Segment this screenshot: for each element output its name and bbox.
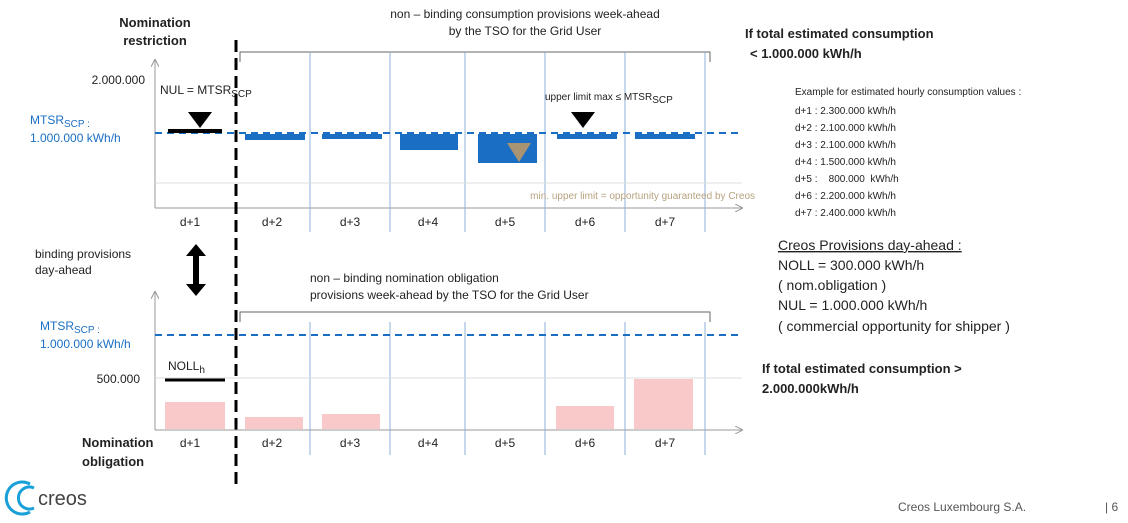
label: d+5 bbox=[495, 215, 516, 229]
middle-label: binding provisions bbox=[35, 247, 131, 261]
shape bbox=[634, 379, 693, 429]
label: NOLL bbox=[168, 359, 200, 373]
label: d+6 : 2.200.000 kWh/h bbox=[795, 191, 896, 202]
heading: 2.000.000kWh/h bbox=[762, 381, 859, 396]
label: SCP : bbox=[64, 119, 90, 130]
label: d+7 bbox=[655, 215, 676, 229]
provision: ( nom.obligation ) bbox=[778, 277, 886, 293]
provisions-title: Creos Provisions day-ahead : bbox=[778, 237, 962, 253]
column-lines bbox=[309, 52, 706, 232]
bottom-chart: non – binding nomination obligation prov… bbox=[40, 271, 742, 469]
mtsr-label: MTSRSCP : bbox=[40, 319, 100, 336]
label: d+4 bbox=[418, 215, 439, 229]
label: d+3 : 2.100.000 kWh/h bbox=[795, 140, 896, 151]
column-lines bbox=[309, 322, 706, 455]
label: d+1 bbox=[180, 215, 201, 229]
label: d+6 bbox=[575, 436, 596, 450]
triangle bbox=[188, 112, 212, 128]
days: d+1 d+2 d+3 d+4 d+5 d+6 d+7 bbox=[180, 436, 676, 450]
heading: If total estimated consumption > bbox=[762, 361, 962, 376]
bracket-label: non – binding consumption provisions wee… bbox=[390, 7, 660, 21]
label: d+7 bbox=[655, 436, 676, 450]
bracket bbox=[239, 311, 711, 322]
provision: NOLL = 300.000 kWh/h bbox=[778, 257, 924, 273]
days: d+1 d+2 d+3 d+4 d+5 d+6 d+7 bbox=[180, 215, 676, 229]
shape bbox=[400, 134, 458, 150]
y-tick: 500.000 bbox=[97, 372, 141, 386]
label: d+1 bbox=[180, 436, 201, 450]
top-chart: Nomination restriction non – binding con… bbox=[30, 7, 755, 232]
shape bbox=[556, 406, 614, 429]
label: d+1 : 2.300.000 kWh/h bbox=[795, 106, 896, 117]
provision: NUL = 1.000.000 kWh/h bbox=[778, 297, 927, 313]
label: MTSR bbox=[30, 113, 64, 127]
label: d+2 bbox=[262, 436, 283, 450]
middle-label: day-ahead bbox=[35, 263, 92, 277]
label: d+3 bbox=[340, 215, 361, 229]
provision: ( commercial opportunity for shipper ) bbox=[778, 318, 1010, 334]
label: d+4 bbox=[418, 436, 439, 450]
title: Nomination bbox=[82, 435, 154, 450]
noll-label: NOLLh bbox=[168, 359, 205, 376]
bracket-label: provisions week-ahead by the TSO for the… bbox=[310, 288, 589, 302]
heading: < 1.000.000 kWh/h bbox=[750, 46, 862, 61]
bracket bbox=[239, 51, 711, 62]
label: d+3 bbox=[340, 436, 361, 450]
triangle bbox=[571, 112, 595, 128]
label: d+2 : 2.100.000 kWh/h bbox=[795, 123, 896, 134]
label: SCP bbox=[231, 89, 252, 100]
shape bbox=[557, 134, 617, 139]
label: NUL = MTSR bbox=[160, 83, 232, 97]
title: restriction bbox=[123, 33, 187, 48]
title: Nomination bbox=[119, 15, 191, 30]
shape bbox=[165, 402, 225, 429]
page-number: | 6 bbox=[1105, 500, 1118, 514]
shape bbox=[322, 134, 382, 139]
nul-label: NUL = MTSRSCP bbox=[160, 83, 252, 100]
shape bbox=[245, 417, 303, 429]
title: obligation bbox=[82, 454, 144, 469]
mtsr-label: MTSRSCP : bbox=[30, 113, 90, 130]
min-label: min. upper limit = opportunity guarantee… bbox=[530, 191, 755, 202]
label: upper limit max ≤ MTSR bbox=[545, 92, 652, 103]
bars bbox=[245, 134, 695, 163]
upper-label: upper limit max ≤ MTSRSCP bbox=[545, 92, 673, 106]
label: d+5 : 800.000 kWh/h bbox=[795, 174, 899, 185]
heading: If total estimated consumption bbox=[745, 26, 934, 41]
label: d+6 bbox=[575, 215, 596, 229]
shape bbox=[245, 134, 305, 140]
mtsr-label: 1.000.000 kWh/h bbox=[40, 337, 131, 351]
logo-mark bbox=[16, 485, 35, 511]
label: h bbox=[199, 365, 205, 376]
bracket-label: by the TSO for the Grid User bbox=[449, 24, 602, 38]
logo-mark bbox=[4, 480, 31, 516]
label: SCP : bbox=[74, 325, 100, 336]
shape bbox=[322, 414, 380, 429]
company: Creos Luxembourg S.A. bbox=[898, 500, 1026, 514]
example-title: Example for estimated hourly consumption… bbox=[795, 87, 1021, 98]
shape bbox=[478, 134, 537, 163]
mtsr-label: 1.000.000 kWh/h bbox=[30, 131, 121, 145]
shape bbox=[635, 134, 695, 139]
label: MTSR bbox=[40, 319, 74, 333]
label: d+7 : 2.400.000 kWh/h bbox=[795, 208, 896, 219]
label: d+5 bbox=[495, 436, 516, 450]
footer: creos Creos Luxembourg S.A. | 6 bbox=[4, 480, 1118, 516]
bars bbox=[165, 379, 693, 429]
examples: d+1 : 2.300.000 kWh/h d+2 : 2.100.000 kWh… bbox=[795, 106, 899, 219]
label: SCP bbox=[652, 95, 673, 106]
y-tick: 2.000.000 bbox=[92, 73, 146, 87]
bracket-label: non – binding nomination obligation bbox=[310, 271, 499, 285]
logo: creos bbox=[38, 488, 87, 510]
label: d+4 : 1.500.000 kWh/h bbox=[795, 157, 896, 168]
double-arrow bbox=[186, 244, 206, 296]
bar bbox=[168, 129, 222, 133]
label: d+2 bbox=[262, 215, 283, 229]
right-panel: If total estimated consumption < 1.000.0… bbox=[745, 26, 1021, 396]
triangle bbox=[507, 143, 531, 162]
